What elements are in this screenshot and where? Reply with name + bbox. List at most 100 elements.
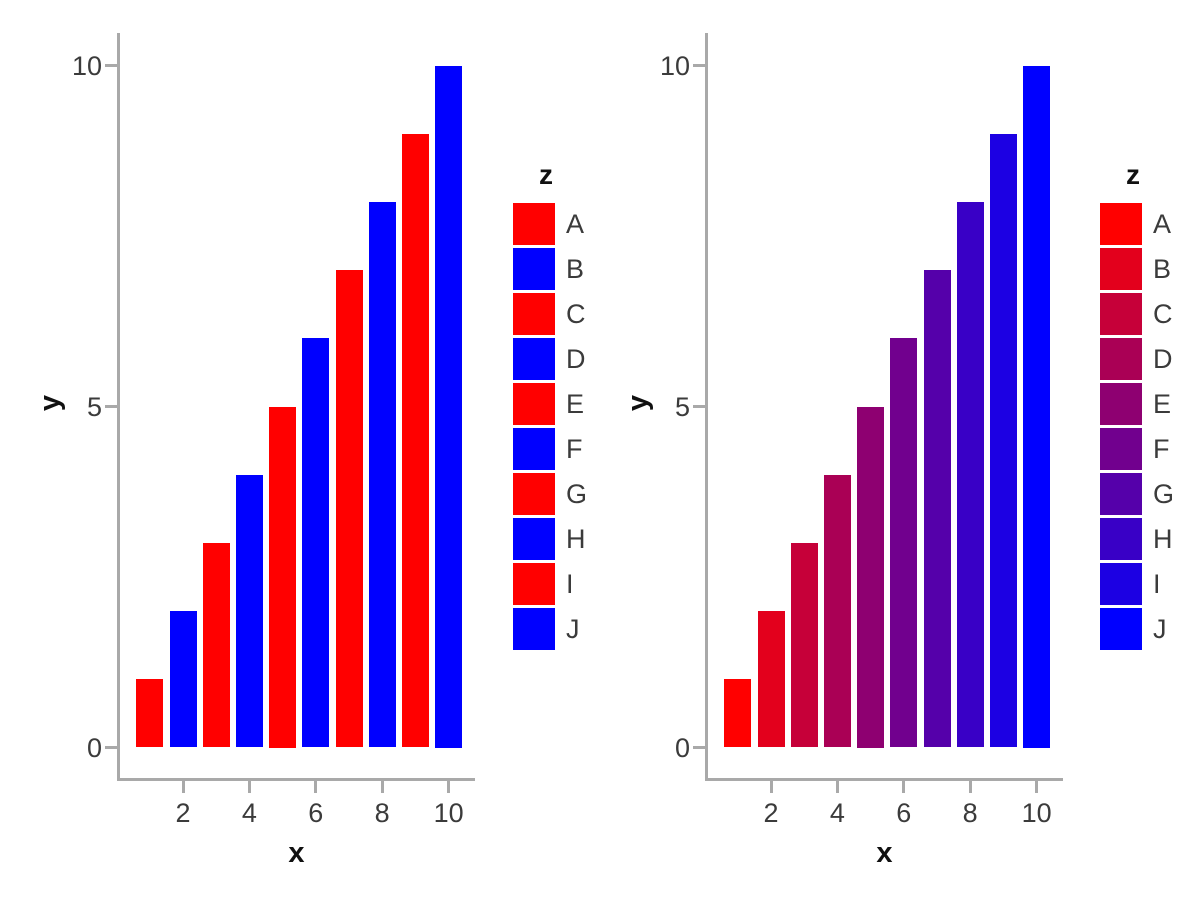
bar xyxy=(823,474,851,748)
legend-swatch xyxy=(513,473,555,515)
y-axis-tick xyxy=(104,405,117,408)
bar xyxy=(136,679,164,748)
legend-label: A xyxy=(566,209,585,239)
legend-title: z xyxy=(539,159,553,190)
x-tick-label: 10 xyxy=(433,798,464,828)
y-tick-label: 10 xyxy=(659,50,690,81)
x-axis-tick xyxy=(314,780,318,793)
bar xyxy=(989,133,1017,748)
y-tick-label: 0 xyxy=(86,732,102,763)
y-tick-label: 0 xyxy=(674,732,690,763)
legend-swatch xyxy=(1100,248,1142,290)
x-axis-tick xyxy=(181,780,185,793)
legend-swatch xyxy=(513,428,555,470)
legend-label: A xyxy=(1153,209,1172,239)
y-axis-line xyxy=(116,33,120,781)
legend-label: H xyxy=(1153,524,1173,554)
legend-swatch xyxy=(1100,473,1142,515)
bar xyxy=(169,611,197,748)
bar xyxy=(1023,65,1051,748)
y-tick-label: 5 xyxy=(86,391,102,422)
x-tick-label: 2 xyxy=(175,798,191,828)
legend-label: B xyxy=(566,254,585,284)
y-axis-tick xyxy=(104,64,117,67)
bar xyxy=(302,338,330,748)
legend-swatch xyxy=(513,293,555,335)
y-axis-tick xyxy=(692,405,705,408)
legend-swatch xyxy=(513,203,555,245)
bar xyxy=(235,474,263,748)
x-axis-tick xyxy=(835,780,839,793)
bar xyxy=(435,65,463,748)
x-axis-tick xyxy=(447,780,451,793)
bar xyxy=(757,611,785,748)
legend-label: E xyxy=(566,389,585,419)
x-axis-tick xyxy=(769,780,773,793)
x-axis-title: x xyxy=(288,837,305,869)
bar xyxy=(335,270,363,748)
legend-swatch xyxy=(1100,608,1142,650)
legend-label: C xyxy=(566,299,586,329)
legend-swatch xyxy=(513,608,555,650)
y-axis-title: y xyxy=(622,394,654,412)
x-tick-label: 8 xyxy=(962,798,978,828)
x-tick-label: 4 xyxy=(241,798,257,828)
legend-label: D xyxy=(1153,344,1173,374)
x-tick-label: 6 xyxy=(896,798,912,828)
legend-label: I xyxy=(566,569,574,599)
x-tick-label: 6 xyxy=(308,798,324,828)
legend-label: I xyxy=(1153,569,1161,599)
bar xyxy=(857,406,885,748)
bar xyxy=(202,542,230,748)
legend-label: G xyxy=(1153,479,1175,509)
x-axis-tick xyxy=(968,780,972,793)
x-axis-line xyxy=(116,777,475,781)
legend-swatch xyxy=(513,383,555,425)
x-tick-label: 10 xyxy=(1021,798,1052,828)
legend-swatch xyxy=(513,518,555,560)
bar xyxy=(890,338,918,748)
x-axis-tick xyxy=(247,780,251,793)
legend-swatch xyxy=(513,338,555,380)
x-axis-line xyxy=(704,777,1063,781)
legend-label: B xyxy=(1153,254,1172,284)
bar xyxy=(724,679,752,748)
legend-swatch xyxy=(1100,518,1142,560)
legend-label: F xyxy=(566,434,583,464)
legend-label: C xyxy=(1153,299,1173,329)
x-tick-label: 2 xyxy=(763,798,779,828)
legend-title: z xyxy=(1126,159,1140,190)
legend-swatch xyxy=(1100,563,1142,605)
x-axis-tick xyxy=(902,780,906,793)
legend-swatch xyxy=(1100,293,1142,335)
y-axis-tick xyxy=(692,64,705,67)
legend-label: J xyxy=(566,614,580,644)
x-axis-tick xyxy=(380,780,384,793)
bar xyxy=(401,133,429,748)
bar xyxy=(956,201,984,748)
legend-swatch xyxy=(513,248,555,290)
bar xyxy=(368,201,396,748)
y-axis-tick xyxy=(692,746,705,749)
y-tick-label: 5 xyxy=(674,391,690,422)
x-axis-title: x xyxy=(876,837,893,869)
x-axis-tick xyxy=(1035,780,1039,793)
legend-label: D xyxy=(566,344,586,374)
legend-label: F xyxy=(1153,434,1170,464)
bar xyxy=(790,542,818,748)
legend-swatch xyxy=(1100,383,1142,425)
x-tick-label: 8 xyxy=(374,798,390,828)
legend-label: J xyxy=(1153,614,1167,644)
y-axis-tick xyxy=(104,746,117,749)
legend-swatch xyxy=(513,563,555,605)
bar xyxy=(923,270,951,748)
legend-swatch xyxy=(1100,428,1142,470)
y-axis-line xyxy=(704,33,708,781)
legend-swatch xyxy=(1100,338,1142,380)
legend-swatch xyxy=(1100,203,1142,245)
legend-label: G xyxy=(566,479,588,509)
legend-label: E xyxy=(1153,389,1172,419)
